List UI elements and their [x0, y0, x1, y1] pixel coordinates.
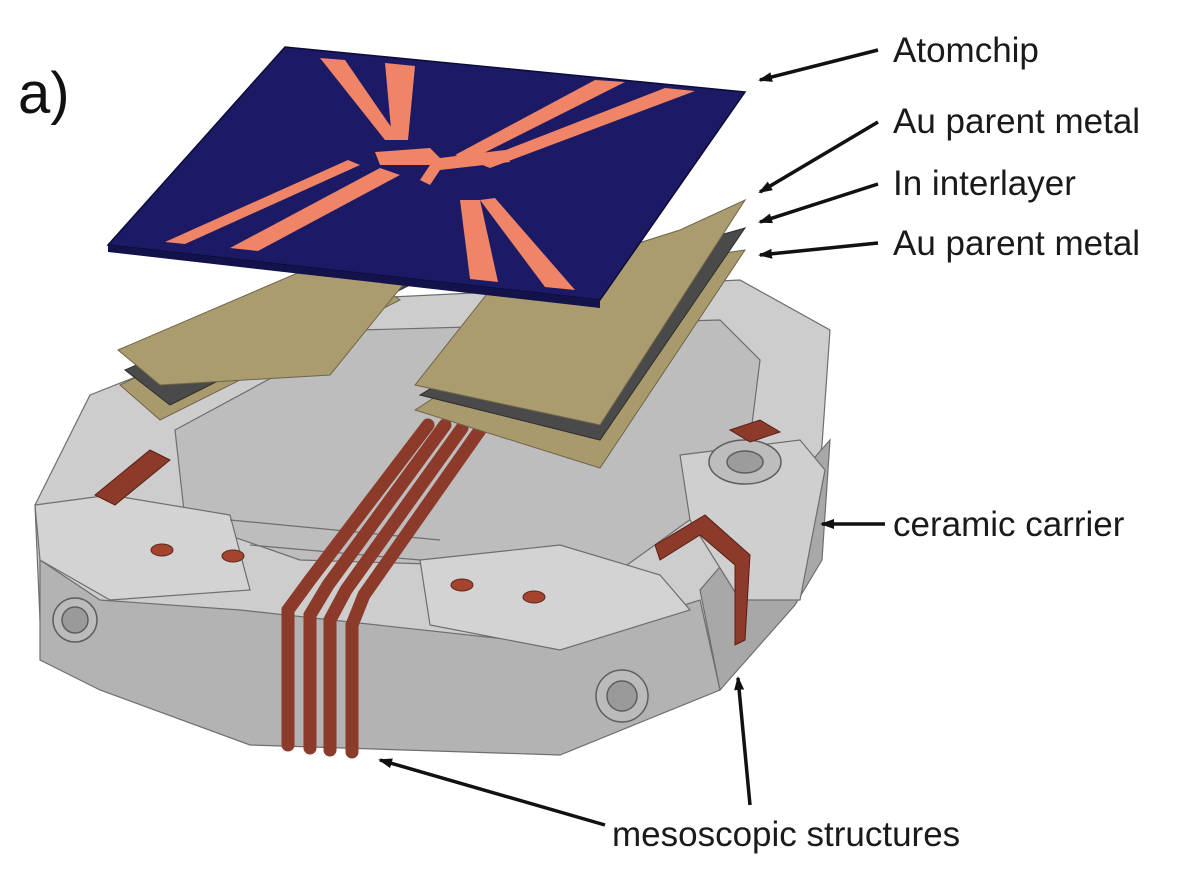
hole — [221, 549, 245, 563]
hole — [150, 543, 174, 557]
arrow-atomchip — [758, 48, 879, 82]
atomchip — [106, 46, 747, 308]
screw-right — [708, 439, 782, 485]
label-au-parent-metal-bottom: Au parent metal — [893, 224, 1141, 263]
screw-left — [52, 597, 98, 643]
right-side-contacts — [654, 514, 751, 646]
atomchip-wires — [165, 58, 695, 290]
right-top-contact — [728, 419, 782, 443]
chip-wire — [455, 80, 625, 160]
carrier-right-block — [679, 439, 826, 601]
chip-wire — [165, 160, 360, 244]
chip-wire-center — [375, 148, 510, 185]
chip-wire — [230, 168, 400, 251]
copper-wire-4 — [345, 423, 487, 759]
label-au-parent-metal-top: Au parent metal — [893, 102, 1141, 141]
callout-arrows — [378, 48, 885, 827]
copper-wire-2 — [303, 418, 452, 755]
copper-wire-1 — [281, 418, 435, 752]
label-ceramic-carrier: ceramic carrier — [893, 505, 1125, 544]
chip-wire — [480, 198, 575, 290]
arrow-au-bottom — [758, 241, 879, 259]
side-contacts — [94, 419, 782, 646]
carrier-holes — [150, 543, 546, 604]
label-in-interlayer: In interlayer — [893, 164, 1076, 203]
screw-front-right — [595, 669, 649, 723]
arrow-meso-left — [378, 758, 606, 827]
chip-wire — [385, 63, 415, 140]
hole — [522, 590, 546, 604]
chip-wire — [320, 58, 400, 140]
atomchip-edge — [108, 245, 600, 308]
arrow-au-top — [758, 120, 879, 194]
left-side-contact — [94, 449, 171, 506]
mesoscopic-structures — [281, 418, 487, 759]
au-upper-right — [414, 198, 747, 426]
chip-wire — [475, 88, 695, 168]
arrow-in-interlayer — [758, 182, 879, 224]
carrier-front-right-block — [419, 544, 692, 651]
chip-wire — [460, 200, 498, 282]
carrier-screws — [52, 439, 782, 723]
panel-label: a) — [18, 61, 70, 126]
copper-wire-3 — [323, 421, 469, 757]
arrow-meso-right — [734, 676, 752, 806]
label-mesoscopic-structures: mesoscopic structures — [612, 815, 961, 854]
label-atomchip: Atomchip — [893, 31, 1039, 70]
hole — [450, 578, 474, 592]
